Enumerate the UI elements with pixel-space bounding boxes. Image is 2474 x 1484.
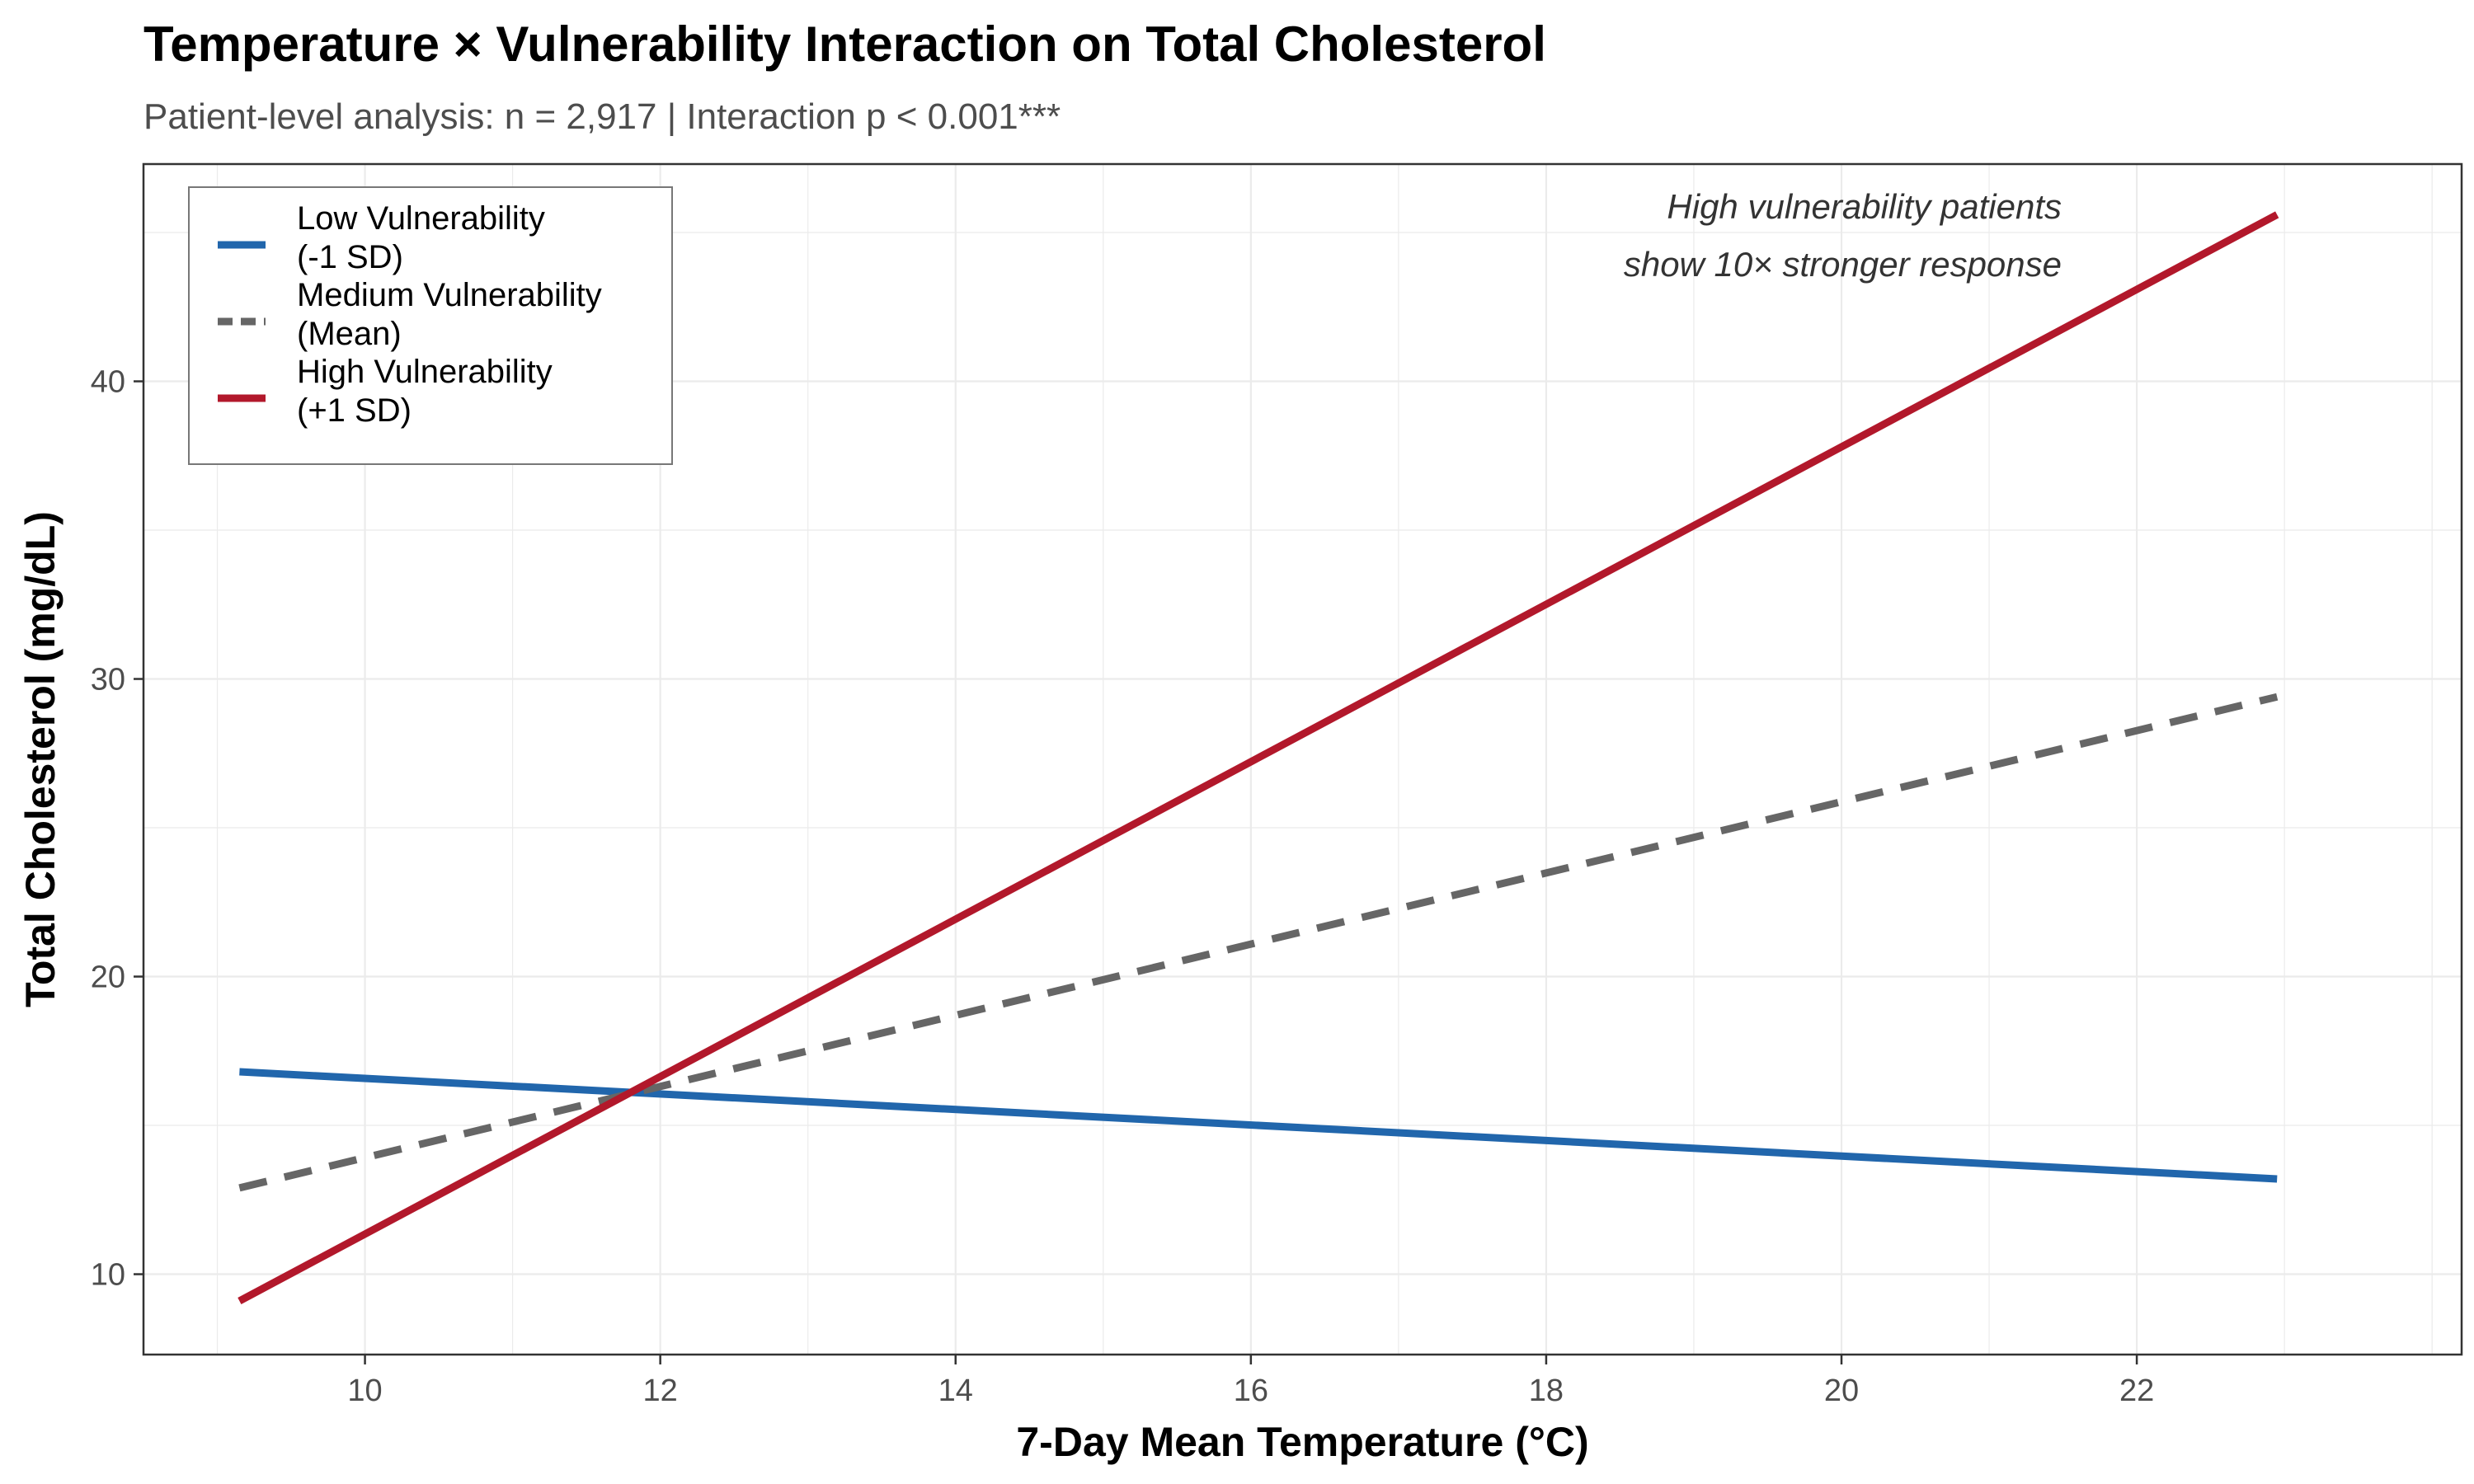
chart-title: Temperature × Vulnerability Interaction … [143,16,1546,72]
y-tick-label: 30 [91,663,125,697]
legend-label-3: High Vulnerability (+1 SD) [297,354,553,429]
x-tick-label: 20 [1824,1374,1859,1408]
y-tick-label: 10 [91,1258,125,1293]
y-tick-label: 20 [91,960,125,995]
series-lines [238,211,2279,1304]
annotation-line-2: show 10× stronger response [1624,245,2062,284]
x-tick-label: 18 [1529,1374,1564,1408]
legend: Low Vulnerability (-1 SD)Medium Vulnerabi… [188,186,673,465]
x-tick-label: 16 [1234,1374,1268,1408]
legend-label-1: Low Vulnerability (-1 SD) [297,200,545,275]
series-line-2 [238,693,2279,1192]
x-tick-label: 14 [938,1374,973,1408]
x-tick-label: 10 [347,1374,382,1408]
x-tick-label: 12 [643,1374,678,1408]
plot-panel [142,162,2463,1356]
legend-box [188,186,673,465]
series-line-1 [239,1068,2278,1183]
axis-ticks: 10 12 14 16 18 20 22 10 20 30 40 [91,365,2155,1408]
legend-label-2: Medium Vulnerability (Mean) [297,277,602,352]
annotation-line-1: High vulnerability patients [1667,187,2062,226]
series-line-3 [238,211,2279,1304]
y-axis-title: Total Cholesterol (mg/dL) [17,511,63,1007]
chart-subtitle: Patient-level analysis: n = 2,917 | Inte… [143,96,1061,137]
annotation: High vulnerability patients show 10× stro… [1624,187,2062,284]
x-tick-label: 22 [2119,1374,2154,1408]
x-axis-title: 7-Day Mean Temperature (°C) [1016,1419,1588,1465]
y-tick-label: 40 [91,365,125,400]
